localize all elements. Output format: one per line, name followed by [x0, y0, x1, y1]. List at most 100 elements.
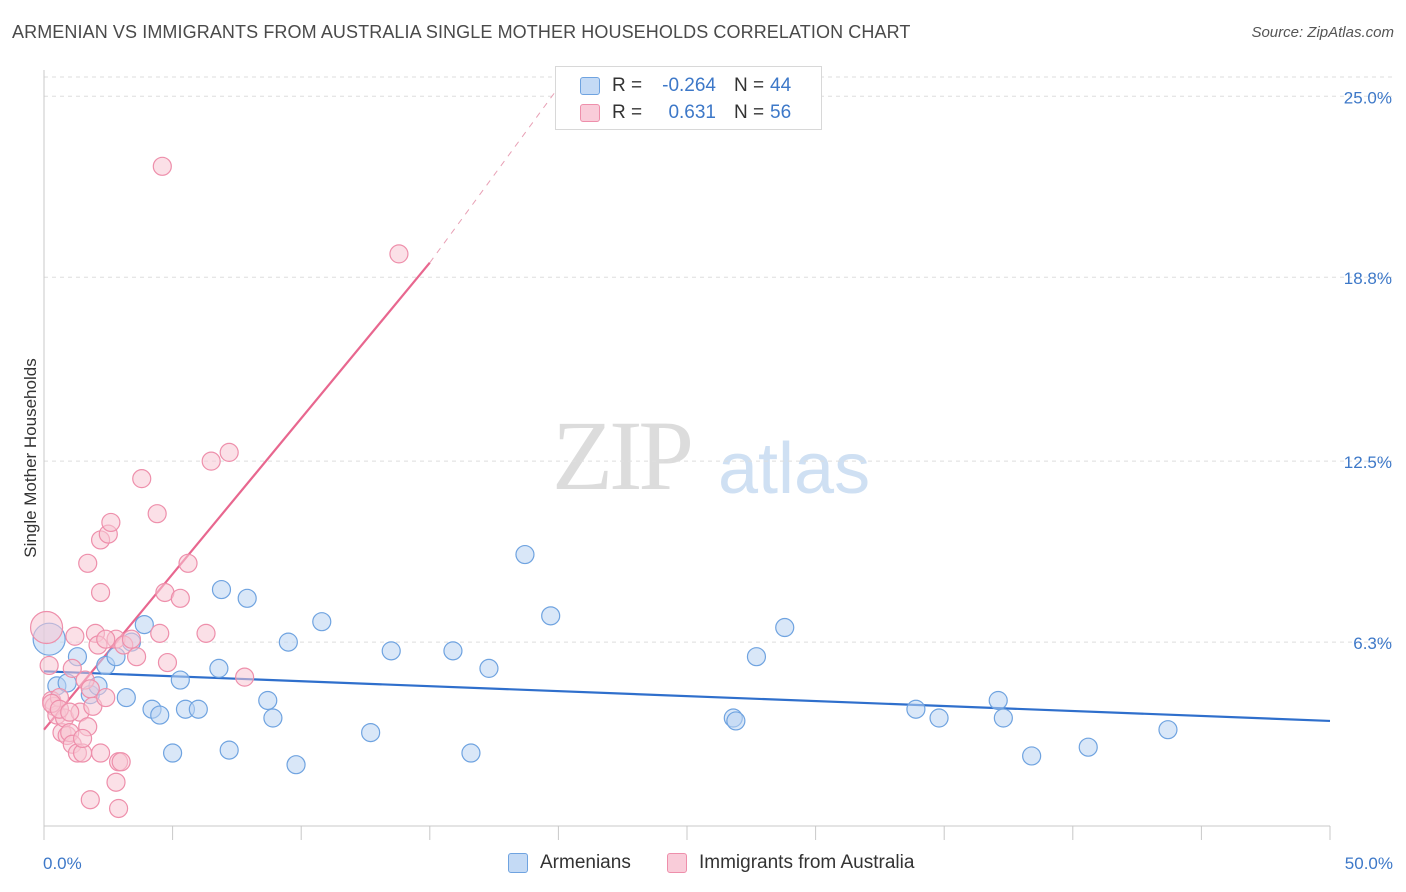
- trend-lines: [43, 69, 1331, 731]
- armenians-point: [1078, 737, 1098, 757]
- armenians-point: [150, 705, 170, 725]
- australia-point: [170, 588, 190, 608]
- armenians-point: [211, 579, 232, 600]
- y-tick-label: 12.5%: [1344, 453, 1392, 472]
- n-label: N =: [734, 102, 765, 123]
- y-axis-label: Single Mother Households: [21, 358, 40, 557]
- armenians-point: [479, 658, 499, 678]
- australia-point: [126, 647, 147, 667]
- armenians-point: [188, 699, 208, 719]
- n-value-armenians: 44: [770, 75, 792, 96]
- australia-point: [62, 658, 82, 678]
- y-tick-label: 25.0%: [1344, 88, 1392, 107]
- australia-swatch: [580, 104, 600, 122]
- australia-point: [201, 451, 221, 471]
- chart-title: ARMENIAN VS IMMIGRANTS FROM AUSTRALIA SI…: [12, 22, 911, 42]
- australia-point: [90, 743, 111, 763]
- armenians-point: [1158, 720, 1178, 740]
- watermark-atlas: atlas: [718, 429, 871, 509]
- armenians-point: [116, 687, 136, 708]
- legend-item-armenians[interactable]: Armenians: [508, 852, 631, 874]
- legend-label-australia: Immigrants from Australia: [699, 852, 915, 873]
- armenians-point: [443, 641, 463, 661]
- australia-point: [78, 553, 98, 573]
- source-label: Source: ZipAtlas.com: [1251, 24, 1394, 41]
- armenians-point: [515, 544, 535, 565]
- australia-point: [219, 442, 239, 462]
- legend-row-armenians: R = -0.264 N = 44: [580, 73, 791, 99]
- australia-point: [72, 728, 93, 749]
- armenians-swatch: [580, 77, 600, 95]
- armenians-point: [170, 670, 190, 690]
- armenians-point: [988, 690, 1008, 711]
- australia-point: [80, 790, 100, 810]
- x-tick-label-max: 50.0%: [1345, 854, 1393, 873]
- australia-point: [108, 798, 129, 819]
- legend-item-australia[interactable]: Immigrants from Australia: [667, 852, 914, 874]
- armenians-point: [461, 743, 481, 763]
- australia-point: [132, 469, 152, 489]
- armenians-point: [746, 647, 767, 667]
- armenians-point: [906, 699, 926, 719]
- y-tick-label: 6.3%: [1353, 634, 1392, 653]
- watermark-zip: ZIP: [552, 400, 694, 511]
- armenians-legend-swatch: [508, 853, 528, 873]
- armenians-point: [263, 708, 283, 728]
- legend-label-armenians: Armenians: [540, 852, 631, 873]
- armenians-point: [209, 658, 229, 678]
- australia-point: [96, 629, 116, 649]
- armenians-point: [237, 588, 257, 608]
- australia-point: [178, 553, 198, 573]
- australia-legend-swatch: [667, 853, 687, 873]
- r-value-armenians: -0.264: [662, 75, 716, 96]
- australia-point: [121, 629, 142, 649]
- correlation-legend: R = -0.264 N = 44 R = 0.631 N = 56: [555, 66, 822, 130]
- australia-point: [90, 582, 111, 603]
- armenians-point: [361, 722, 381, 743]
- australia-point: [235, 667, 255, 687]
- grid-lines: [44, 76, 1392, 643]
- armenians-point: [258, 690, 278, 711]
- r-label: R =: [612, 75, 643, 96]
- armenians-point: [993, 708, 1013, 728]
- r-label: R =: [612, 102, 643, 123]
- australia-point: [60, 702, 80, 722]
- armenians-point: [726, 711, 746, 731]
- n-label: N =: [734, 75, 765, 96]
- australia-point: [96, 687, 116, 708]
- armenians-point: [219, 740, 239, 760]
- australia-point: [147, 504, 167, 524]
- data-points: [29, 156, 1178, 819]
- armenians-point: [163, 743, 183, 763]
- australia-point: [152, 156, 172, 176]
- n-value-australia: 56: [770, 102, 792, 123]
- armenians-point: [134, 614, 154, 635]
- australia-point: [389, 244, 409, 264]
- trend-extension-australia: [429, 69, 572, 263]
- australia-point: [101, 512, 121, 533]
- armenians-point: [541, 606, 561, 626]
- x-tick-label-min: 0.0%: [43, 854, 82, 873]
- armenians-point: [312, 612, 332, 632]
- australia-point: [196, 623, 216, 643]
- y-tick-label: 18.8%: [1344, 269, 1392, 288]
- tick-labels: 6.3% 12.5% 18.8% 25.0% 0.0% 50.0%: [43, 88, 1393, 873]
- australia-point: [65, 626, 85, 646]
- australia-point: [106, 772, 126, 792]
- series-legend: Armenians Immigrants from Australia: [0, 852, 1406, 876]
- australia-point: [157, 652, 178, 673]
- australia-point: [150, 623, 170, 643]
- australia-point: [111, 752, 131, 772]
- legend-row-australia: R = 0.631 N = 56: [580, 100, 791, 126]
- r-value-australia: 0.631: [668, 102, 716, 123]
- australia-point: [39, 655, 59, 676]
- armenians-point: [278, 632, 298, 652]
- armenians-point: [286, 755, 306, 775]
- australia-point: [29, 610, 64, 645]
- trend-line-armenians: [43, 670, 1331, 723]
- armenians-point: [775, 617, 795, 638]
- armenians-point: [929, 708, 949, 728]
- armenians-point: [1022, 746, 1042, 766]
- armenians-point: [381, 641, 401, 661]
